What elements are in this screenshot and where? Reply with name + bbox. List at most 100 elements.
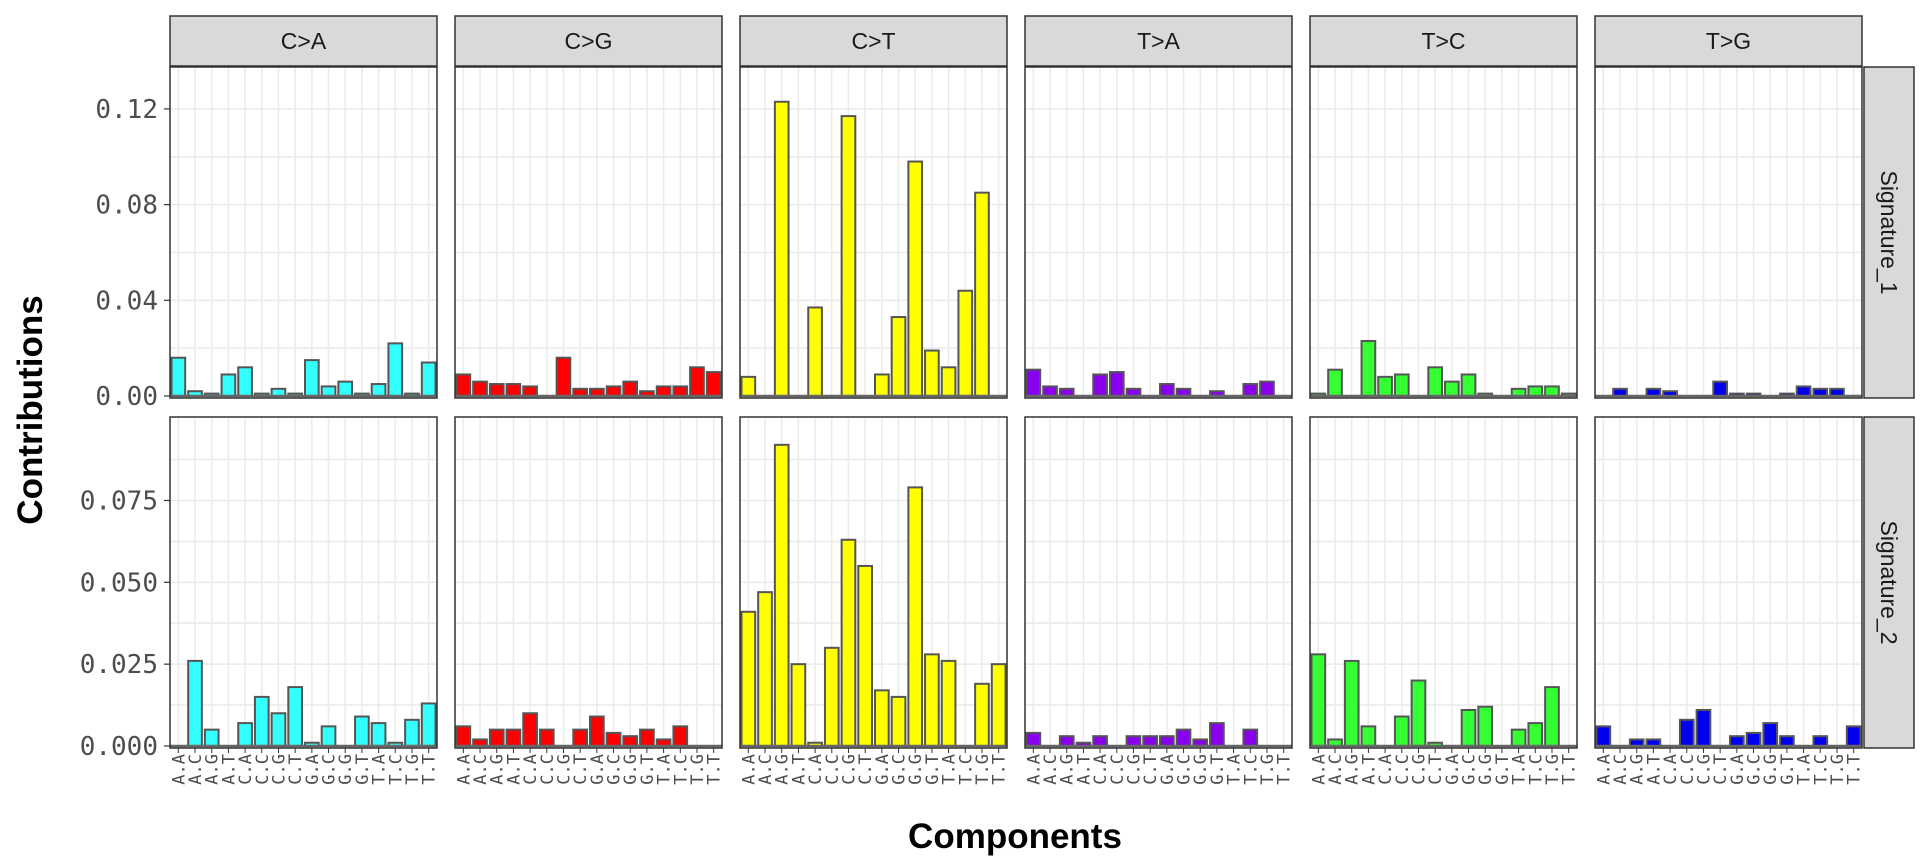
- x-tick-label: A.G: [773, 754, 793, 785]
- x-axis-title: Components: [908, 817, 1122, 856]
- bar: [1678, 718, 1695, 748]
- x-tick-label: T.C: [1526, 754, 1546, 785]
- panels-layer: C>A C>G C>T T>A T>C T>G Signature_1 0.00 0.04 0.0…: [80, 15, 1915, 785]
- x-tick-label: G.T: [1493, 754, 1513, 785]
- bar: [488, 728, 505, 748]
- x-tick-label: T.A: [940, 754, 960, 785]
- bar: [1527, 385, 1544, 397]
- bar: [655, 385, 672, 397]
- bar: [187, 659, 203, 748]
- bar: [890, 695, 907, 747]
- x-tick-label: G.C: [890, 754, 910, 785]
- facet-strip-label: C>T: [851, 28, 895, 54]
- y-tick-label: 0.00: [95, 382, 158, 412]
- bar: [639, 728, 655, 748]
- x-tick-label: G.A: [1443, 754, 1463, 785]
- facet-strip-c-g: [454, 15, 723, 67]
- facet-strip-c-t: [739, 15, 1008, 67]
- bar: [605, 385, 622, 397]
- panel-border: [739, 66, 1008, 399]
- row-strip-signature-2: [1863, 416, 1915, 749]
- x-tick-label: A.A: [1309, 754, 1329, 785]
- panel-signature-2-c-g: A.AA.CA.GA.TC.AC.CC.GC.TG.AG.CG.GG.TT.AT…: [454, 416, 725, 785]
- x-tick-label: T.A: [370, 754, 390, 785]
- bar: [488, 383, 505, 397]
- x-tick-label: C.A: [1376, 754, 1396, 785]
- x-tick-label: C.C: [1108, 754, 1128, 785]
- bar: [1427, 366, 1443, 397]
- bar: [672, 385, 689, 397]
- bar: [1745, 731, 1762, 748]
- x-tick-label: A.C: [471, 754, 491, 785]
- panel-border: [1594, 66, 1863, 399]
- x-tick-label: T.A: [655, 754, 675, 785]
- x-tick-label: C.A: [521, 754, 541, 785]
- bar: [757, 591, 773, 747]
- x-tick-label: C.A: [236, 754, 256, 785]
- bar: [1695, 708, 1712, 748]
- x-tick-label: G.A: [588, 754, 608, 785]
- bar: [1795, 385, 1812, 397]
- y-tick-label: 0.000: [80, 732, 158, 762]
- x-tick-label: C.G: [554, 754, 574, 785]
- panel-border: [1024, 416, 1293, 749]
- bar: [455, 725, 472, 748]
- x-tick-label: A.A: [454, 754, 474, 785]
- x-tick-label: T.G: [973, 754, 993, 785]
- panel-signature-2-c-a: A.AA.CA.GA.TC.AC.CC.GC.TG.AG.CG.GG.TT.AT…: [169, 416, 440, 785]
- x-tick-label: G.C: [320, 754, 340, 785]
- bar: [790, 663, 807, 747]
- bar: [1510, 728, 1527, 748]
- bar: [1377, 375, 1393, 398]
- x-tick-label: T.C: [671, 754, 691, 785]
- bar: [1092, 373, 1108, 398]
- x-tick-label: T.T: [990, 754, 1010, 785]
- x-tick-label: C.C: [538, 754, 558, 785]
- bar: [237, 366, 253, 397]
- facet-strip-label: T>C: [1421, 28, 1465, 54]
- x-tick-label: G.T: [1208, 754, 1228, 785]
- panel-border: [169, 416, 438, 749]
- x-tick-label: G.G: [621, 754, 641, 785]
- bar: [572, 728, 588, 748]
- x-tick-label: T.T: [1275, 754, 1295, 785]
- x-tick-label: C.A: [1661, 754, 1681, 785]
- x-tick-label: C.G: [839, 754, 859, 785]
- x-tick-label: C.C: [1678, 754, 1698, 785]
- bar: [823, 646, 840, 748]
- x-tick-label: T.G: [688, 754, 708, 785]
- bar: [555, 356, 572, 398]
- bar: [1393, 373, 1410, 398]
- x-tick-label: T.T: [705, 754, 725, 785]
- bar: [1343, 659, 1360, 748]
- x-tick-label: C.C: [253, 754, 273, 785]
- bar: [890, 316, 907, 397]
- x-tick-label: G.A: [303, 754, 323, 785]
- panel-border: [454, 416, 723, 749]
- bar: [957, 289, 974, 397]
- panel-border: [1594, 416, 1863, 749]
- y-axis-title: Contributions: [11, 295, 50, 524]
- x-tick-label: A.A: [169, 754, 189, 785]
- bar: [1042, 385, 1058, 397]
- x-tick-label: A.G: [1058, 754, 1078, 785]
- bar: [924, 653, 940, 748]
- bar: [505, 383, 522, 397]
- x-tick-label: T.G: [403, 754, 423, 785]
- bar: [740, 610, 757, 747]
- panel-border: [739, 416, 1008, 749]
- x-tick-label: A.G: [1628, 754, 1648, 785]
- panel-signature-2-t-c: A.AA.CA.GA.TC.AC.CC.GC.TG.AG.CG.GG.TT.AT…: [1309, 416, 1580, 785]
- x-tick-label: T.T: [420, 754, 440, 785]
- x-tick-label: T.C: [1811, 754, 1831, 785]
- bar: [320, 385, 337, 397]
- x-tick-label: G.G: [336, 754, 356, 785]
- x-tick-label: G.C: [605, 754, 625, 785]
- x-tick-label: T.A: [1225, 754, 1245, 785]
- x-tick-label: G.C: [1745, 754, 1765, 785]
- panel-background: [1310, 67, 1577, 398]
- bar: [404, 718, 420, 748]
- x-tick-label: T.G: [1543, 754, 1563, 785]
- x-tick-label: A.C: [756, 754, 776, 785]
